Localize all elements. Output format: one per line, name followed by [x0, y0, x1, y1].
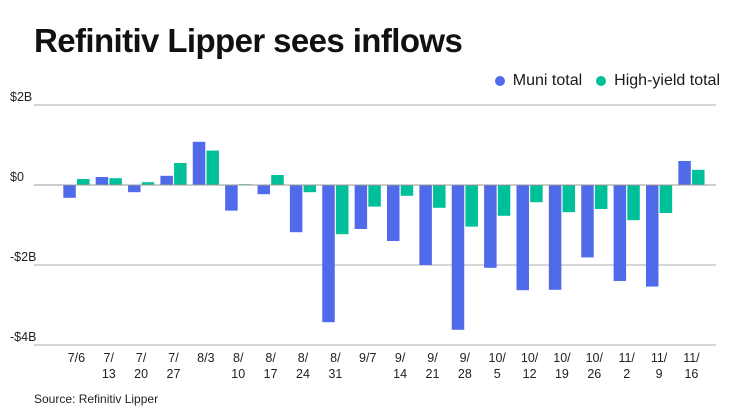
bar-high-yield	[141, 182, 155, 185]
chart-title: Refinitiv Lipper sees inflows	[34, 22, 463, 59]
bar-muni	[322, 185, 335, 323]
x-tick-label: 10/	[586, 351, 604, 365]
x-tick-label: 10/	[553, 351, 571, 365]
y-tick-label: $0	[10, 170, 24, 184]
bar-muni	[354, 185, 368, 229]
x-tick-label: 8/	[298, 351, 309, 365]
bar-muni	[289, 185, 303, 233]
x-tick-label: 17	[264, 367, 278, 381]
legend-label-high-yield: High-yield total	[614, 72, 720, 89]
x-tick-label: 21	[426, 367, 440, 381]
legend-dot-high-yield-icon	[596, 76, 607, 86]
bar-muni	[645, 185, 659, 287]
x-tick-label: 9/7	[359, 351, 376, 365]
x-tick-label: 8/	[265, 351, 276, 365]
bar-high-yield	[400, 185, 414, 196]
bar-muni	[419, 185, 432, 265]
bar-muni	[128, 185, 141, 193]
x-tick-label: 16	[684, 367, 698, 381]
bar-high-yield	[303, 185, 317, 193]
x-tick-label: 9/	[427, 351, 438, 365]
bar-muni	[548, 185, 562, 290]
x-tick-label: 11/	[651, 351, 668, 365]
legend-item-muni: Muni total	[494, 72, 583, 90]
x-tick-label: 10/	[521, 351, 539, 365]
x-tick-label: 10	[231, 367, 245, 381]
x-tick-label: 10/	[489, 351, 507, 365]
x-tick-label: 7/	[104, 351, 115, 365]
legend-item-high-yield: High-yield total	[596, 72, 720, 90]
y-tick-label: -$4B	[10, 330, 36, 344]
bar-high-yield	[335, 185, 349, 235]
bar-muni	[225, 185, 238, 211]
legend-label-muni: Muni total	[512, 72, 583, 89]
bar-high-yield	[77, 179, 90, 185]
bar-muni	[95, 177, 109, 185]
bar-high-yield	[271, 175, 284, 185]
bar-high-yield	[594, 185, 608, 209]
x-tick-label: 5	[494, 367, 501, 381]
y-axis-ticks: $2B $0 -$2B -$4B	[10, 90, 36, 344]
bar-high-yield	[562, 185, 576, 213]
x-tick-label: 8/	[233, 351, 244, 365]
bar-muni	[484, 185, 497, 268]
y-tick-label: -$2B	[10, 250, 36, 264]
x-tick-label: 12	[523, 367, 537, 381]
x-tick-label: 7/6	[68, 351, 85, 365]
legend: Muni total High-yield total	[481, 72, 720, 90]
bar-high-yield	[659, 185, 673, 213]
x-tick-label: 7/	[136, 351, 147, 365]
bar-muni	[192, 141, 206, 185]
x-tick-label: 9/	[460, 351, 471, 365]
legend-dot-muni-icon	[494, 76, 505, 86]
bar-high-yield	[174, 163, 187, 185]
bar-muni	[613, 185, 627, 281]
bar-muni	[387, 185, 400, 241]
bar-muni	[516, 185, 529, 291]
x-tick-label: 7/	[168, 351, 179, 365]
x-tick-label: 26	[587, 367, 601, 381]
x-tick-label: 9	[656, 367, 663, 381]
x-tick-label: 2	[623, 367, 630, 381]
bar-high-yield	[627, 185, 640, 221]
x-tick-label: 8/3	[197, 351, 214, 365]
x-tick-label: 28	[458, 367, 472, 381]
gridlines	[34, 104, 716, 346]
x-tick-label: 20	[134, 367, 148, 381]
x-tick-label: 27	[167, 367, 181, 381]
bar-muni	[451, 185, 465, 330]
bar-high-yield	[692, 169, 705, 185]
x-tick-label: 31	[328, 367, 342, 381]
bar-high-yield	[109, 178, 122, 185]
bars	[63, 141, 705, 330]
bar-high-yield	[530, 185, 543, 203]
x-tick-label: 14	[393, 367, 407, 381]
x-tick-label: 8/	[330, 351, 341, 365]
x-tick-label: 11/	[618, 351, 635, 365]
x-tick-label: 13	[102, 367, 116, 381]
bar-muni	[678, 161, 691, 185]
x-axis-ticks: 7/6 7/13 7/20 7/27 8/3 8/10 8/17 8/24 8/31 9/7 9/1…	[68, 351, 700, 381]
x-tick-label: 9/	[395, 351, 406, 365]
bar-high-yield	[465, 185, 478, 227]
bar-high-yield	[206, 150, 219, 185]
y-tick-label: $2B	[10, 90, 32, 104]
bar-muni	[581, 185, 594, 258]
bar-muni	[63, 185, 76, 198]
x-tick-label: 11/	[683, 351, 700, 365]
bar-muni	[257, 185, 271, 195]
bar-muni	[160, 175, 173, 185]
x-tick-label: 24	[296, 367, 310, 381]
bar-high-yield	[433, 185, 446, 208]
bar-high-yield	[497, 185, 511, 216]
bar-high-yield	[368, 185, 381, 207]
x-tick-label: 19	[555, 367, 569, 381]
source-note: Source: Refinitiv Lipper	[34, 392, 159, 406]
